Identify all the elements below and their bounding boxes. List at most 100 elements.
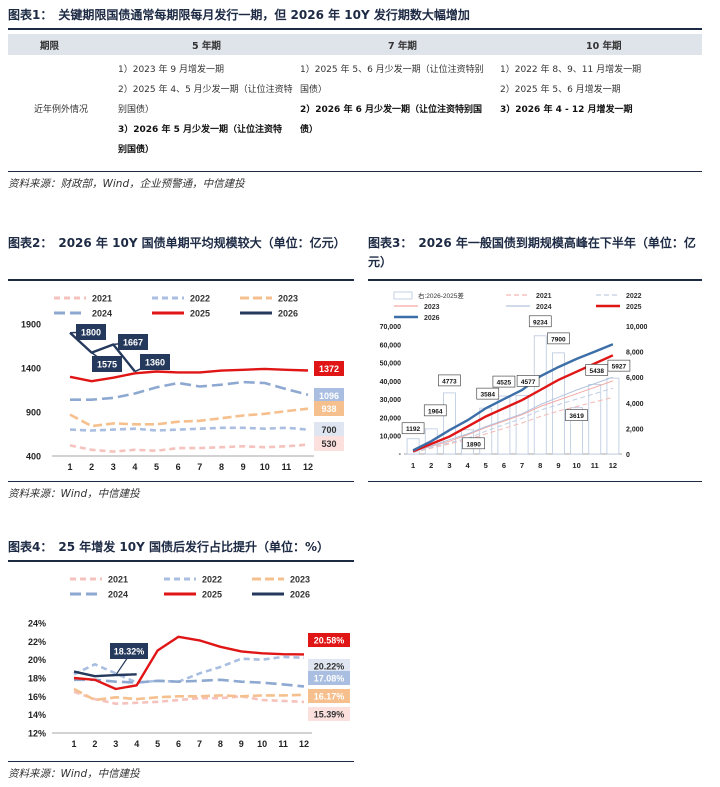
series-line-2026 (69, 331, 136, 373)
bar-label-box (476, 387, 500, 400)
bar-label: 4577 (521, 379, 536, 386)
y-tick-label: 22% (28, 637, 46, 647)
end-label-box (308, 633, 350, 647)
series-line-2022 (73, 655, 305, 684)
cell-7y: 1）2025 年 5、6 月少发一期（让位注资特别 国债） 2）2026 年 6 月… (300, 60, 484, 140)
legend-label-2021: 2021 (536, 293, 552, 300)
x-tick-label: 11 (282, 462, 292, 472)
fig2-title-text: 2026 年 10Y 国债单期平均规模较大（单位：亿元） (58, 236, 346, 250)
cell-line: 别国债） (118, 145, 155, 155)
x-tick-label: 11 (591, 461, 599, 470)
series-line-2026 (73, 670, 137, 678)
x-tick-label: 12 (609, 461, 617, 470)
end-label: 20.22% (314, 662, 345, 672)
y2-tick-label: 0 (626, 452, 630, 459)
end-label-box (314, 361, 344, 376)
x-tick-label: 1 (71, 739, 76, 749)
callout-leader (115, 656, 129, 676)
bar-label-box (565, 409, 588, 421)
series-line-2023 (412, 380, 614, 453)
cell-line: 3）2026 年 4 - 12 月增发一期 (500, 105, 633, 115)
callout-label-box (118, 334, 148, 350)
legend-label-2025: 2025 (190, 309, 210, 319)
x-tick-label: 10 (572, 461, 580, 470)
x-tick-label: 3 (447, 461, 451, 470)
y-tick-label: 70,000 (380, 324, 402, 331)
series-line-2025 (412, 354, 614, 453)
series-line-2024 (70, 380, 309, 401)
x-tick-label: 8 (219, 462, 224, 472)
fig2-bottom-rule (8, 481, 354, 482)
fig1-tag: 图表1： (8, 8, 53, 22)
end-label: 15.39% (314, 710, 345, 720)
series-line-2023 (69, 407, 309, 428)
bar (533, 335, 547, 455)
bar-label-box (547, 332, 570, 345)
x-tick-label: 4 (132, 462, 137, 472)
cell-line: 债） (300, 125, 319, 135)
callout-label: 1667 (123, 338, 143, 348)
legend-label-2022: 2022 (626, 293, 642, 300)
y-tick-label: 400 (26, 452, 41, 462)
bar (588, 383, 602, 455)
legend-label-2023: 2023 (424, 304, 440, 311)
x-tick-label: 9 (241, 462, 246, 472)
series-line-2026 (412, 343, 614, 452)
legend-label-2021: 2021 (108, 575, 128, 585)
series-line-2023 (73, 687, 305, 702)
bar-label: 3584 (481, 392, 496, 399)
x-tick-label: 5 (155, 739, 160, 749)
series-line-2021 (69, 443, 309, 453)
fig2-title: 图表2： 2026 年 10Y 国债单期平均规模较大（单位：亿元） (8, 234, 354, 253)
x-tick-label: 3 (111, 462, 116, 472)
x-tick-label: 4 (465, 461, 470, 470)
y-tick-label: 30,000 (380, 397, 402, 404)
bar-label-box (607, 359, 631, 372)
bar-label-box (401, 422, 425, 435)
cell-line: 别国债） (118, 105, 155, 115)
y-tick-label: 40,000 (380, 379, 402, 386)
x-tick-label: 7 (520, 461, 524, 470)
bar-label-box (462, 437, 485, 450)
x-tick-label: 10 (257, 739, 267, 749)
fig2-rule (8, 279, 354, 281)
callout-label: 1360 (145, 358, 165, 368)
end-label: 20.58% (314, 636, 345, 646)
x-tick-label: 6 (502, 461, 506, 470)
series-line-2022 (69, 426, 309, 432)
x-tick-label: 10 (260, 462, 270, 472)
legend-label-2022: 2022 (190, 294, 210, 304)
fig1-title: 图表1： 关键期限国债通常每期限每月发行一期，但 2026 年 10Y 发行期数大… (8, 6, 470, 25)
bar-label: 1890 (466, 441, 481, 448)
bar-label-box (528, 315, 552, 328)
cell-10y: 1）2022 年 8、9、11 月增发一期 2）2025 年 5、6 月增发一期 3… (500, 60, 641, 120)
end-label: 17.08% (314, 674, 345, 684)
bar-label: 3619 (569, 413, 584, 420)
bar (606, 377, 620, 455)
fig4-tag: 图表4： (8, 540, 53, 554)
series-line-2021 (412, 396, 614, 453)
bar-label: 4773 (442, 378, 457, 385)
legend-label-2022: 2022 (202, 575, 222, 585)
end-label-box (308, 659, 350, 673)
y-tick-label: 12% (28, 729, 46, 739)
x-tick-label: 2 (92, 739, 97, 749)
callout-label: 1800 (81, 328, 101, 338)
series-line-2025 (69, 367, 309, 383)
header-7y: 7 年期 (388, 41, 417, 52)
legend-label-bar: 右:2026-2025差 (418, 291, 464, 300)
bar-label-box (438, 374, 461, 387)
x-tick-label: 8 (218, 739, 223, 749)
y-tick-label: 20,000 (380, 415, 402, 422)
y-tick-label: 14% (28, 710, 46, 720)
header-10y: 10 年期 (586, 41, 622, 52)
fig1-source: 资料来源：财政部，Wind，企业预警通，中信建投 (8, 178, 245, 190)
end-label: 938 (321, 404, 336, 414)
header-5y: 5 年期 (192, 41, 221, 52)
bar-label: 5438 (590, 368, 605, 375)
y-tick-label: 1400 (21, 364, 41, 374)
series-line-2024 (412, 376, 614, 453)
legend-label-2026: 2026 (424, 315, 440, 322)
bar-label: 1192 (406, 426, 420, 433)
x-tick-label: 6 (176, 739, 181, 749)
